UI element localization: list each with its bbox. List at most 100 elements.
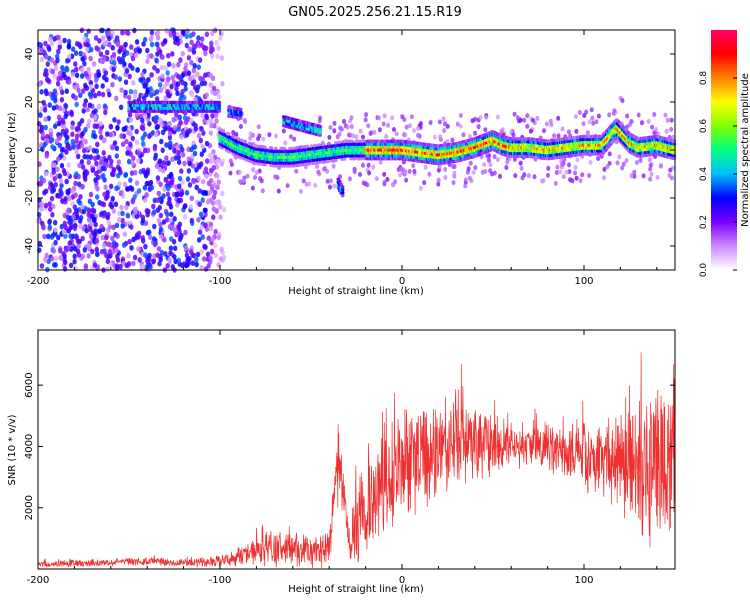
noise-cell: [48, 206, 53, 212]
noise-cell: [134, 39, 140, 45]
noise-cell: [55, 166, 60, 172]
ridge-cell: [233, 135, 238, 140]
noise-cell: [74, 66, 79, 73]
noise-cell: [560, 126, 565, 132]
noise-cell: [90, 213, 95, 220]
noise-cell: [155, 41, 160, 48]
noise-cell: [107, 35, 112, 42]
noise-cell: [197, 229, 203, 235]
noise-cell: [111, 208, 117, 214]
noise-cell: [261, 136, 266, 142]
noise-cell: [105, 49, 110, 56]
noise-cell: [78, 50, 83, 57]
noise-cell: [106, 241, 111, 248]
noise-cell: [58, 248, 63, 254]
noise-cell: [251, 132, 256, 138]
noise-cell: [182, 115, 188, 121]
noise-cell: [51, 248, 57, 254]
noise-cell: [411, 163, 416, 169]
noise-cell: [135, 67, 140, 73]
noise-cell: [117, 181, 122, 187]
noise-cell: [73, 95, 78, 101]
noise-cell: [87, 102, 93, 108]
noise-cell: [131, 260, 136, 267]
noise-cell: [48, 36, 53, 43]
noise-cell: [85, 46, 90, 52]
noise-cell: [143, 220, 149, 227]
noise-cell: [582, 113, 587, 118]
noise-cell: [197, 237, 202, 243]
noise-cell: [100, 35, 106, 41]
noise-cell: [170, 224, 175, 231]
noise-cell: [99, 210, 105, 217]
noise-cell: [91, 147, 97, 154]
noise-cell: [79, 159, 85, 165]
noise-cell: [42, 233, 47, 240]
noise-cell: [217, 199, 222, 206]
noise-cell: [50, 184, 55, 190]
noise-cell: [110, 235, 115, 242]
noise-cell: [570, 178, 575, 184]
noise-cell: [148, 36, 154, 42]
noise-cell: [61, 251, 66, 257]
noise-cell: [157, 166, 163, 173]
noise-cell: [386, 122, 391, 128]
noise-cell: [177, 114, 182, 121]
noise-cell: [211, 214, 216, 220]
noise-cell: [86, 122, 91, 129]
noise-cell: [173, 258, 178, 265]
noise-cell: [213, 252, 218, 258]
noise-cell: [82, 147, 87, 154]
noise-cell: [638, 157, 643, 163]
noise-cell: [123, 41, 128, 48]
noise-cell: [248, 135, 253, 141]
noise-cell: [301, 178, 306, 184]
noise-cell: [49, 40, 55, 47]
noise-cell: [327, 134, 332, 140]
noise-cell: [98, 129, 103, 135]
noise-cell: [168, 144, 173, 151]
noise-cell: [167, 257, 172, 263]
noise-cell: [171, 30, 177, 37]
noise-cell: [177, 183, 182, 189]
noise-cell: [178, 119, 183, 126]
noise-cell: [625, 113, 630, 119]
noise-cell: [78, 223, 83, 230]
noise-cell: [143, 113, 148, 120]
noise-cell: [56, 234, 61, 241]
noise-cell: [179, 191, 184, 198]
noise-cell: [476, 124, 481, 130]
noise-cell: [573, 165, 578, 170]
noise-cell: [74, 137, 79, 144]
noise-cell: [165, 211, 170, 218]
noise-cell: [83, 138, 88, 145]
noise-cell: [65, 190, 71, 196]
noise-cell: [44, 71, 49, 78]
noise-cell: [43, 124, 48, 131]
noise-cell: [50, 68, 55, 75]
noise-cell: [535, 115, 540, 121]
noise-cell: [93, 35, 99, 41]
noise-cell: [519, 165, 524, 171]
noise-cell: [463, 177, 468, 183]
noise-cell: [80, 56, 85, 62]
noise-cell: [175, 202, 180, 208]
ridge-cell: [221, 129, 226, 133]
noise-cell: [74, 214, 80, 220]
noise-cell: [99, 248, 105, 255]
noise-cell: [153, 155, 158, 161]
noise-cell: [219, 55, 225, 61]
noise-cell: [114, 242, 119, 248]
noise-cell: [82, 153, 87, 160]
noise-cell: [607, 112, 612, 118]
noise-cell: [648, 176, 653, 182]
noise-cell: [390, 115, 395, 121]
noise-cell: [167, 93, 172, 99]
noise-cell: [115, 263, 120, 270]
noise-cell: [251, 167, 256, 173]
noise-cell: [180, 50, 185, 57]
noise-cell: [147, 229, 152, 236]
noise-cell: [441, 116, 446, 122]
noise-cell: [99, 223, 104, 230]
noise-cell: [57, 142, 63, 149]
